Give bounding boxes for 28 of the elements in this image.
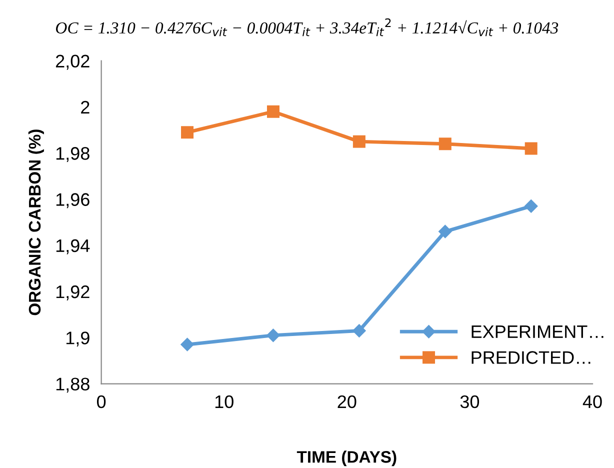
x-tick-label: 0	[96, 395, 106, 408]
y-tick-label: 1,9	[66, 332, 90, 346]
chart-title: OC = 1.310 − 0.4276C$_{vit}$ − 0.0004T$_{it}$ + 3.34eT$_{it}$$^{2}$ + 1.1214√C$_{vit}$ + 0.1043	[56, 18, 558, 36]
y-tick-label: 1,88	[56, 378, 90, 393]
x-axis-title: TIME (DAYS)	[296, 450, 396, 466]
legend-label: PREDICTED…	[472, 351, 590, 364]
x-tick-label: 10	[215, 395, 234, 408]
y-tick-label: 1,94	[56, 239, 90, 254]
y-tick-label: 2,02	[56, 54, 90, 70]
y-tick-label: 1,92	[56, 285, 90, 300]
point	[438, 138, 452, 150]
x-tick-label: 20	[338, 395, 356, 408]
y-tick-label: 2	[81, 100, 90, 114]
point	[352, 135, 366, 148]
point	[266, 328, 280, 342]
x-tick-label: 40	[582, 395, 602, 408]
y-tick-label: 1,96	[56, 193, 90, 208]
point	[524, 142, 538, 155]
point	[180, 338, 194, 352]
point	[438, 224, 452, 238]
legend-label: EXPERIMENT…	[472, 325, 604, 338]
point	[181, 126, 194, 139]
x-tick-label: 30	[460, 395, 480, 408]
y-tick-label: 1,98	[56, 147, 90, 162]
y-axis-title: ORGANIC CARBON (%)	[28, 130, 44, 316]
point	[352, 324, 366, 338]
point	[266, 105, 280, 118]
point	[524, 199, 538, 214]
